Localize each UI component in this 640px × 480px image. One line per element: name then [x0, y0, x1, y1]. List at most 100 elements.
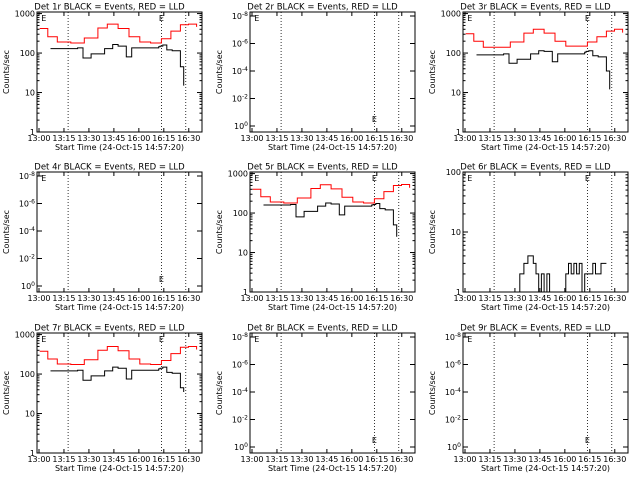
y-tick-label: 1000: [15, 331, 35, 340]
tick-exponent: -4: [242, 66, 248, 73]
tick-exponent: -6: [242, 360, 248, 367]
x-tick-label: 13:15: [478, 134, 501, 143]
x-tick-label: 16:30: [177, 455, 200, 464]
tick-base: 10: [445, 416, 455, 425]
tick-base: 10: [445, 333, 455, 342]
event-marker: E: [254, 14, 259, 23]
plot-frame: [249, 171, 416, 293]
series-line: [263, 202, 398, 237]
plot-frame: [36, 171, 203, 293]
tick-base: 10: [234, 122, 244, 131]
y-tick-label: 10-8: [232, 11, 248, 21]
chart-title: Det 9r BLACK = Events, RED = LLD: [460, 324, 611, 334]
x-tick-label: 13:15: [478, 455, 501, 464]
event-marker: E: [159, 275, 164, 284]
event-marker: E: [467, 335, 472, 344]
x-tick-label: 13:45: [102, 294, 125, 303]
y-tick-label: 10-2: [445, 415, 461, 425]
y-axis-label: Counts/sec: [215, 210, 224, 254]
x-axis-label: Start Time (24-Oct-15 14:57:20): [481, 303, 610, 312]
chart-title: Det 2r BLACK = Events, RED = LLD: [247, 3, 398, 13]
x-tick-label: 13:30: [503, 294, 526, 303]
y-tick-label: 1000: [441, 10, 461, 19]
x-tick-label: 13:30: [77, 294, 100, 303]
x-axis-label: Start Time (24-Oct-15 14:57:20): [481, 464, 610, 473]
x-tick-label: 16:30: [390, 455, 413, 464]
y-tick-label: 10-2: [19, 254, 35, 264]
tick-base: 10: [232, 333, 242, 342]
tick-base: 10: [234, 443, 244, 452]
x-tick-label: 16:30: [603, 134, 626, 143]
x-tick-label: 16:30: [177, 294, 200, 303]
y-tick-label: 10: [238, 249, 248, 258]
x-tick-label: 16:15: [578, 134, 601, 143]
y-tick-label: 100: [21, 281, 35, 291]
chart-panel: Det 2r BLACK = Events, RED = LLD 13:00 13:…: [215, 3, 416, 152]
tick-exponent: -2: [455, 415, 461, 422]
series-line: [39, 346, 198, 365]
x-tick-label: 16:15: [578, 294, 601, 303]
x-tick-label: 16:00: [127, 134, 150, 143]
y-tick-label: 10-4: [232, 66, 248, 76]
tick-base: 10: [447, 443, 457, 452]
event-marker: E: [467, 14, 472, 23]
y-axis-label: Counts/sec: [428, 210, 437, 254]
x-tick-label: 16:30: [603, 455, 626, 464]
y-tick-label: 100: [20, 49, 35, 58]
tick-base: 10: [232, 12, 242, 21]
y-tick-label: 100: [20, 370, 35, 379]
x-tick-label: 16:15: [365, 455, 388, 464]
plot-frame: [249, 11, 416, 133]
x-tick-label: 16:00: [553, 455, 576, 464]
y-tick-label: 1: [456, 128, 461, 137]
y-tick-label: 100: [234, 121, 248, 131]
x-tick-label: 13:00: [240, 134, 263, 143]
y-tick-label: 10-2: [232, 415, 248, 425]
x-tick-label: 16:15: [152, 294, 175, 303]
chart-title: Det 6r BLACK = Events, RED = LLD: [460, 163, 611, 173]
x-tick-label: 13:45: [528, 455, 551, 464]
x-tick-label: 13:00: [27, 455, 50, 464]
y-tick-label: 10-2: [232, 94, 248, 104]
x-tick-label: 13:45: [315, 294, 338, 303]
event-marker: E: [372, 174, 377, 183]
tick-exponent: -4: [29, 226, 35, 233]
series-line: [39, 23, 198, 44]
x-axis-label: Start Time (24-Oct-15 14:57:20): [55, 464, 184, 473]
event-marker: E: [585, 14, 590, 23]
event-marker: E: [159, 335, 164, 344]
tick-base: 10: [19, 227, 29, 236]
tick-exponent: -6: [29, 199, 35, 206]
x-tick-label: 13:30: [503, 134, 526, 143]
tick-exponent: -2: [242, 415, 248, 422]
x-tick-label: 13:00: [240, 455, 263, 464]
series-line: [50, 44, 185, 86]
x-tick-label: 13:30: [290, 455, 313, 464]
y-tick-label: 10-6: [232, 360, 248, 370]
event-marker: E: [372, 115, 377, 124]
event-marker: E: [372, 436, 377, 445]
x-tick-label: 16:30: [603, 294, 626, 303]
tick-exponent: 0: [31, 281, 35, 288]
y-axis-label: Counts/sec: [2, 210, 11, 254]
y-tick-label: 100: [446, 49, 461, 58]
event-marker: E: [41, 335, 46, 344]
y-tick-label: 10-4: [445, 387, 461, 397]
y-tick-label: 10-6: [445, 360, 461, 370]
y-tick-label: 10-6: [232, 39, 248, 49]
tick-base: 10: [232, 361, 242, 370]
x-axis-label: Start Time (24-Oct-15 14:57:20): [268, 143, 397, 152]
x-tick-label: 16:30: [390, 294, 413, 303]
tick-base: 10: [232, 416, 242, 425]
tick-exponent: 0: [244, 442, 248, 449]
x-tick-label: 13:45: [315, 134, 338, 143]
x-tick-label: 13:45: [528, 134, 551, 143]
